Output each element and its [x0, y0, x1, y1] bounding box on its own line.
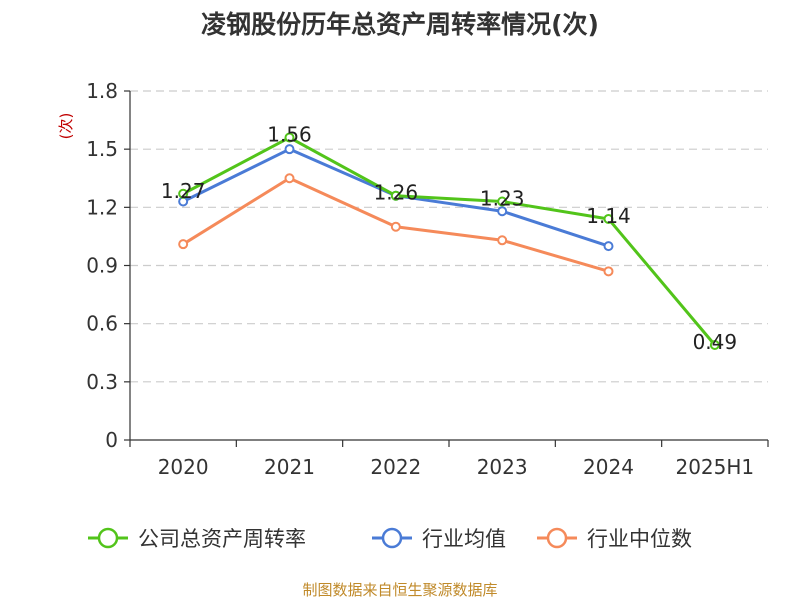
x-axis-ticks: 2020 2021 2022 2023 2024 2025H1 [129, 440, 769, 479]
x-tick-label: 2025H1 [675, 455, 754, 479]
data-point [497, 235, 508, 246]
data-label: 1.26 [374, 181, 419, 205]
data-point [390, 221, 401, 232]
chart-title: 凌钢股份历年总资产周转率情况(次) [201, 10, 599, 39]
series-0 [178, 132, 720, 350]
data-point [603, 213, 614, 224]
data-label: 1.27 [161, 179, 206, 203]
data-label: 1.23 [480, 187, 525, 211]
y-tick-label: 1.5 [86, 137, 118, 161]
y-axis-label: (次) [57, 113, 75, 140]
series-2 [178, 173, 614, 277]
x-tick-label: 2024 [583, 455, 634, 479]
data-point [284, 173, 295, 184]
x-tick-label: 2020 [158, 455, 209, 479]
legend-label: 公司总资产周转率 [138, 527, 306, 551]
y-tick-label: 0.9 [86, 254, 118, 278]
y-axis-ticks: 0 0.3 0.6 0.9 1.2 1.5 1.8 [86, 79, 130, 452]
y-tick-label: 0 [105, 428, 118, 452]
data-label: 0.49 [693, 330, 738, 354]
data-point [709, 339, 720, 350]
x-tick-label: 2022 [370, 455, 421, 479]
data-point [178, 239, 189, 250]
series-layer [178, 132, 720, 350]
y-tick-label: 0.6 [86, 312, 118, 336]
data-labels: 1.27 1.56 1.26 1.23 1.14 0.49 [161, 123, 737, 354]
legend: 公司总资产周转率 行业均值 行业中位数 [88, 527, 692, 551]
y-tick-label: 1.8 [86, 79, 118, 103]
legend-swatch-marker [381, 527, 403, 549]
legend-label: 行业均值 [422, 527, 506, 551]
data-label: 1.14 [586, 204, 631, 228]
legend-label: 行业中位数 [587, 527, 692, 551]
gridlines [130, 90, 768, 383]
legend-item: 行业中位数 [537, 527, 692, 551]
series-line [182, 136, 716, 346]
x-tick-label: 2021 [264, 455, 315, 479]
data-point [603, 241, 614, 252]
data-point [390, 190, 401, 201]
y-tick-label: 1.2 [86, 195, 118, 219]
x-tick-label: 2023 [477, 455, 528, 479]
data-point [497, 196, 508, 207]
data-point [497, 206, 508, 217]
legend-swatch-marker [546, 527, 568, 549]
data-point [284, 132, 295, 143]
data-point [178, 188, 189, 199]
legend-item: 行业均值 [372, 527, 506, 551]
legend-item: 公司总资产周转率 [88, 527, 306, 551]
y-tick-label: 0.3 [86, 370, 118, 394]
source-note: 制图数据来自恒生聚源数据库 [302, 581, 497, 599]
data-point [603, 266, 614, 277]
data-label: 1.56 [267, 123, 312, 147]
data-point [284, 144, 295, 155]
legend-swatch-marker [97, 527, 119, 549]
